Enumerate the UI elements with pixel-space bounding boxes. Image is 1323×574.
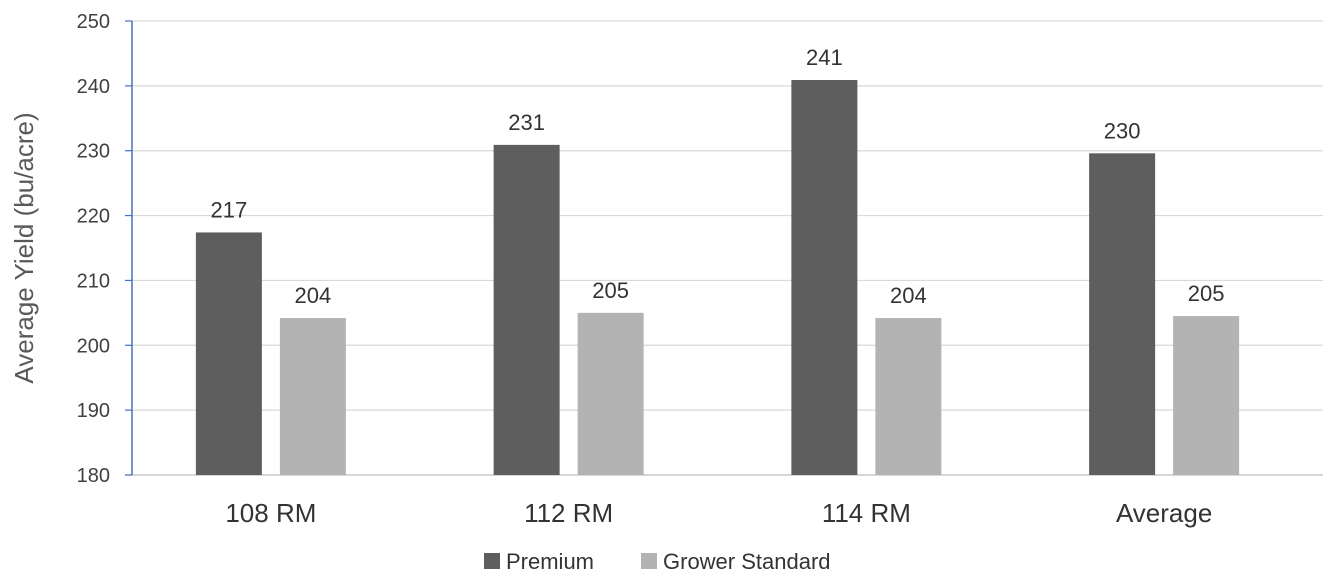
y-tick-label: 220 [77, 206, 110, 228]
y-tick-label: 210 [77, 270, 110, 292]
bar-grower-standard-3 [1173, 316, 1240, 475]
data-label: 204 [295, 283, 332, 308]
data-label: 204 [890, 283, 927, 308]
bar-premium-2 [791, 80, 858, 476]
y-axis-ticks: 180 190 200 210 220 230 240 250 [77, 11, 132, 487]
y-tick-label: 240 [77, 76, 110, 98]
legend-swatch-grower-standard [641, 553, 657, 569]
y-tick-label: 230 [77, 141, 110, 163]
bars [195, 80, 1240, 476]
data-label: 217 [211, 197, 248, 222]
data-label: 205 [592, 278, 629, 303]
y-tick-label: 250 [77, 11, 110, 33]
data-labels: 217 204 231 205 241 204 230 205 [211, 45, 1225, 308]
legend-label: Premium [506, 549, 594, 574]
data-label: 205 [1188, 281, 1225, 306]
x-axis-category-labels: 108 RM 112 RM 114 RM Average [225, 498, 1212, 528]
y-tick-label: 180 [77, 465, 110, 487]
bar-premium-1 [493, 144, 560, 475]
data-label: 241 [806, 45, 843, 70]
y-tick-label: 200 [77, 335, 110, 357]
y-tick-label: 190 [77, 400, 110, 422]
x-category-label: 108 RM [225, 498, 316, 528]
bar-premium-3 [1089, 153, 1156, 475]
x-category-label: 114 RM [822, 498, 911, 528]
x-category-label: Average [1116, 498, 1212, 528]
y-axis-title: Average Yield (bu/acre) [9, 112, 39, 383]
legend: Premium Grower Standard [484, 549, 831, 574]
data-label: 231 [508, 110, 545, 135]
x-category-label: 112 RM [524, 498, 613, 528]
bar-grower-standard-0 [279, 318, 346, 475]
data-label: 230 [1104, 118, 1141, 143]
bar-grower-standard-2 [875, 318, 942, 475]
legend-label: Grower Standard [663, 549, 831, 574]
bar-grower-standard-1 [577, 312, 644, 475]
bar-premium-0 [195, 232, 262, 475]
legend-swatch-premium [484, 553, 500, 569]
